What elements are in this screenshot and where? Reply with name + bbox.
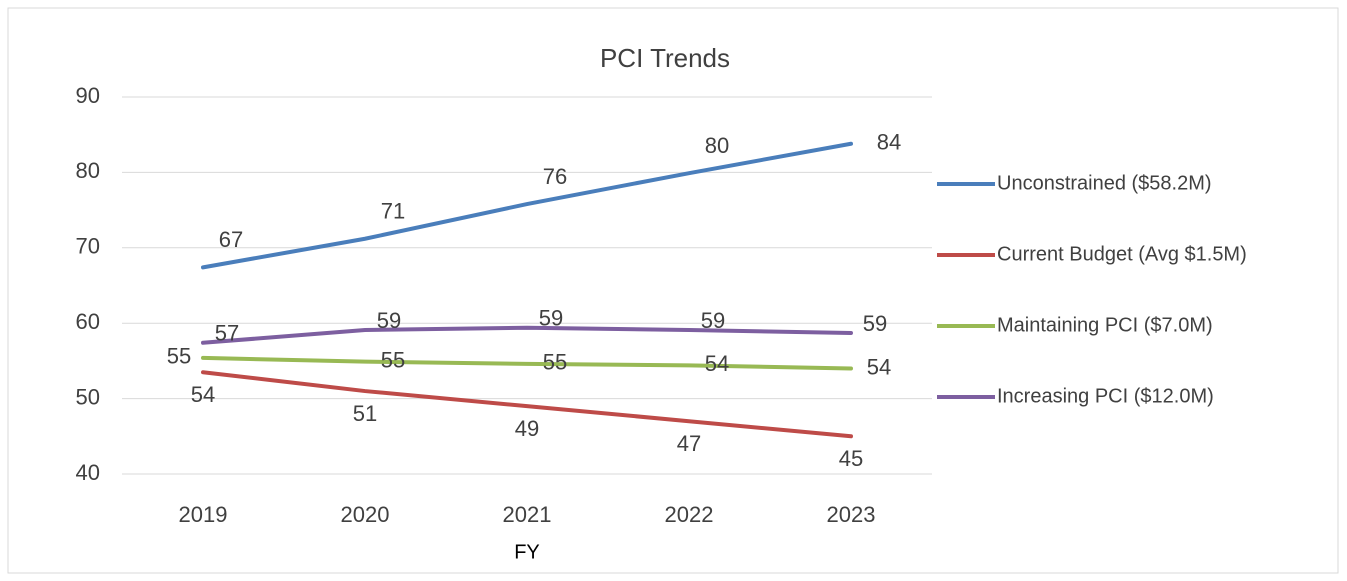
- x-tick-label: 2023: [827, 502, 876, 527]
- x-tick-label: 2021: [503, 502, 552, 527]
- x-tick-label: 2020: [341, 502, 390, 527]
- chart-title: PCI Trends: [600, 43, 730, 73]
- legend-label: Maintaining PCI ($7.0M): [997, 314, 1213, 336]
- y-tick-label: 60: [76, 309, 100, 334]
- y-tick-label: 80: [76, 158, 100, 183]
- data-label: 59: [377, 308, 401, 333]
- legend-label: Increasing PCI ($12.0M): [997, 385, 1214, 407]
- data-label: 84: [877, 130, 901, 155]
- data-label: 55: [381, 347, 405, 372]
- y-tick-label: 50: [76, 384, 100, 409]
- data-label: 80: [705, 133, 729, 158]
- series-line: [201, 325, 853, 345]
- data-label: 76: [543, 164, 567, 189]
- data-label: 49: [515, 416, 539, 441]
- y-tick-label: 40: [76, 460, 100, 485]
- data-label: 67: [219, 227, 243, 252]
- x-tick-label: 2019: [179, 502, 228, 527]
- y-tick-label: 90: [76, 83, 100, 108]
- data-label: 47: [677, 431, 701, 456]
- chart-border: [7, 7, 1339, 574]
- data-label: 59: [701, 308, 725, 333]
- x-tick-label: 2022: [665, 502, 714, 527]
- data-label: 54: [867, 354, 891, 379]
- series-line: [201, 355, 853, 371]
- data-label: 54: [191, 382, 215, 407]
- legend-label: Unconstrained ($58.2M): [997, 172, 1212, 194]
- data-label: 57: [215, 321, 239, 346]
- data-label: 51: [353, 401, 377, 426]
- legend-label: Current Budget (Avg $1.5M): [997, 243, 1247, 265]
- data-label: 71: [381, 199, 405, 224]
- y-tick-label: 70: [76, 234, 100, 259]
- series-line: [201, 141, 853, 270]
- data-label: 54: [705, 351, 729, 376]
- data-label: 55: [167, 344, 191, 369]
- x-axis-label: FY: [514, 541, 540, 563]
- data-label: 59: [539, 306, 563, 331]
- data-label: 59: [863, 311, 887, 336]
- data-label: 45: [839, 446, 863, 471]
- data-label: 55: [543, 350, 567, 375]
- series-line: [201, 370, 853, 439]
